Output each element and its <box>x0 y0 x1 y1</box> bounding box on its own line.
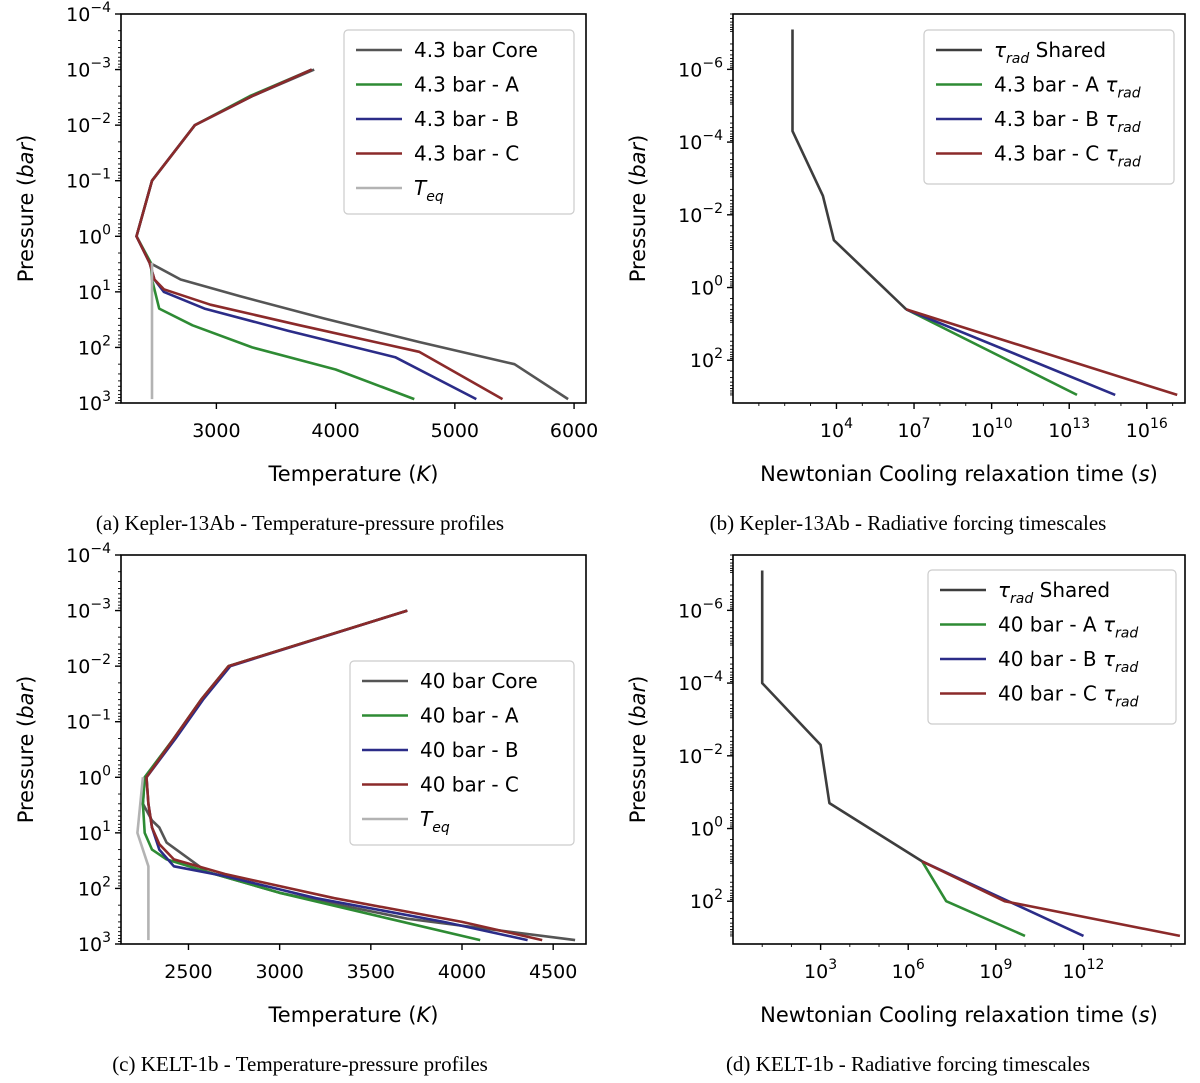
xtick-label-c: 4500 <box>529 961 577 983</box>
series-line-d-3 <box>921 860 1181 938</box>
ytick-label-c: 103 <box>78 930 111 956</box>
xaxis-label-d: Newtonian Cooling relaxation time (s) <box>760 1003 1158 1027</box>
xtick-label-a: 4000 <box>311 420 359 442</box>
legend-box-a <box>343 29 575 215</box>
xtick-label-d: 109 <box>979 957 1012 983</box>
yaxis-label-c: Pressure (bar) <box>14 676 38 824</box>
legend-label-b-3: 4.3 bar - C τrad <box>994 142 1141 171</box>
ytick-label-c: 10−4 <box>66 541 111 567</box>
series-line-b-0 <box>791 29 908 311</box>
legend-label-d-3: 40 bar - C τrad <box>998 682 1139 711</box>
ytick-label-a: 102 <box>78 333 111 359</box>
ytick-label-c: 10−3 <box>66 597 111 623</box>
legend-label-c-2: 40 bar - B <box>420 738 519 762</box>
ytick-label-c: 102 <box>78 874 111 900</box>
ytick-label-d: 102 <box>690 887 723 913</box>
panel-d-kelt1b-timescales: 10−6 10−4 10−2 100 102 103 106 109 1012 Newtonian… <box>626 554 1186 1027</box>
ytick-label-d: 10−6 <box>678 596 723 622</box>
ytick-label-c: 10−2 <box>66 652 111 678</box>
axes-frame-b <box>732 13 1186 404</box>
legend-label-a-3: 4.3 bar - C <box>414 142 519 166</box>
series-line-b-1 <box>905 308 1078 397</box>
xtick-label-a: 3000 <box>192 420 240 442</box>
yaxis-label-d: Pressure (bar) <box>626 676 650 824</box>
series-line-c-4 <box>136 777 150 941</box>
panel-c-kelt1b-tp: 10−4 10−3 10−2 10−1 100 101 102 103 2500 3000 3500… <box>14 541 587 1027</box>
xtick-label-d: 103 <box>804 957 837 983</box>
panel-a-kepler13ab-tp: 10−4 10−3 10−2 10−1 100 101 102 103 3000 4000 5000… <box>14 0 598 486</box>
ytick-label-b: 10−2 <box>678 201 723 227</box>
xtick-label-b: 1016 <box>1126 416 1168 442</box>
series-line-b-3 <box>905 308 1178 397</box>
ytick-label-a: 10−2 <box>66 111 111 137</box>
legend-label-c-1: 40 bar - A <box>420 704 519 728</box>
axes-frame-c <box>120 554 587 945</box>
legend-box-d <box>927 569 1177 725</box>
xtick-label-c: 3000 <box>255 961 303 983</box>
caption-c: (c) KELT-1b - Temperature-pressure profi… <box>112 1052 488 1076</box>
xtick-label-b: 1013 <box>1048 416 1090 442</box>
ytick-label-c: 100 <box>78 763 111 789</box>
ytick-label-a: 10−4 <box>66 0 111 26</box>
legend-box-c <box>349 660 575 846</box>
series-line-d-1 <box>921 860 1026 938</box>
xtick-label-d: 106 <box>892 957 925 983</box>
ytick-label-a: 103 <box>78 389 111 415</box>
caption-d: (d) KELT-1b - Radiative forcing timescal… <box>726 1052 1090 1076</box>
ytick-label-b: 10−4 <box>678 128 723 154</box>
series-line-c-3 <box>145 609 543 942</box>
legend-label-a-4: Teq <box>414 176 444 205</box>
legend-label-d-1: 40 bar - A τrad <box>998 613 1138 642</box>
ytick-label-b: 10−6 <box>678 55 723 81</box>
yaxis-label-a: Pressure (bar) <box>14 135 38 283</box>
series-line-b-2 <box>905 308 1116 397</box>
legend-label-d-2: 40 bar - B τrad <box>998 647 1138 676</box>
ytick-label-d: 10−2 <box>678 742 723 768</box>
legend-label-b-2: 4.3 bar - B τrad <box>994 107 1141 136</box>
legend-label-a-2: 4.3 bar - B <box>414 107 519 131</box>
panel-b-kepler13ab-timescales: 10−6 10−4 10−2 100 102 104 107 1010 1013 1016 Newt… <box>626 13 1186 486</box>
xtick-label-c: 4000 <box>438 961 486 983</box>
xaxis-label-a: Temperature (K) <box>268 462 439 486</box>
ytick-label-b: 100 <box>690 274 723 300</box>
xaxis-label-b: Newtonian Cooling relaxation time (s) <box>760 462 1158 486</box>
series-line-d-0 <box>760 570 923 863</box>
legend-label-d-0: τrad Shared <box>998 578 1110 607</box>
legend-label-b-1: 4.3 bar - A τrad <box>994 73 1141 102</box>
xtick-label-b: 104 <box>820 416 853 442</box>
legend-box-b <box>923 29 1175 185</box>
xtick-label-d: 1012 <box>1062 957 1104 983</box>
ytick-label-a: 100 <box>78 222 111 248</box>
xtick-label-c: 3500 <box>347 961 395 983</box>
ytick-label-d: 100 <box>690 815 723 841</box>
xtick-label-b: 1010 <box>971 416 1013 442</box>
xtick-label-a: 5000 <box>431 420 479 442</box>
ytick-label-c: 10−1 <box>66 708 111 734</box>
xtick-label-a: 6000 <box>550 420 598 442</box>
ytick-label-a: 10−3 <box>66 56 111 82</box>
ytick-label-a: 10−1 <box>66 167 111 193</box>
legend-label-a-1: 4.3 bar - A <box>414 73 519 97</box>
yaxis-label-b: Pressure (bar) <box>626 135 650 283</box>
ytick-label-a: 101 <box>78 278 111 304</box>
legend-label-c-4: Teq <box>420 807 450 836</box>
caption-a: (a) Kepler-13Ab - Temperature-pressure p… <box>96 511 504 535</box>
legend-label-a-0: 4.3 bar Core <box>414 38 538 62</box>
legend-label-c-0: 40 bar Core <box>420 669 538 693</box>
ytick-label-d: 10−4 <box>678 669 723 695</box>
legend-label-c-3: 40 bar - C <box>420 773 519 797</box>
axes-frame-d <box>732 554 1186 945</box>
ytick-label-b: 102 <box>690 346 723 372</box>
xaxis-label-c: Temperature (K) <box>268 1003 439 1027</box>
xtick-label-c: 2500 <box>164 961 212 983</box>
caption-b: (b) Kepler-13Ab - Radiative forcing time… <box>710 511 1107 535</box>
legend-label-b-0: τrad Shared <box>994 38 1106 67</box>
axes-frame-a <box>120 13 587 404</box>
xtick-label-b: 107 <box>897 416 930 442</box>
ytick-label-c: 101 <box>78 819 111 845</box>
